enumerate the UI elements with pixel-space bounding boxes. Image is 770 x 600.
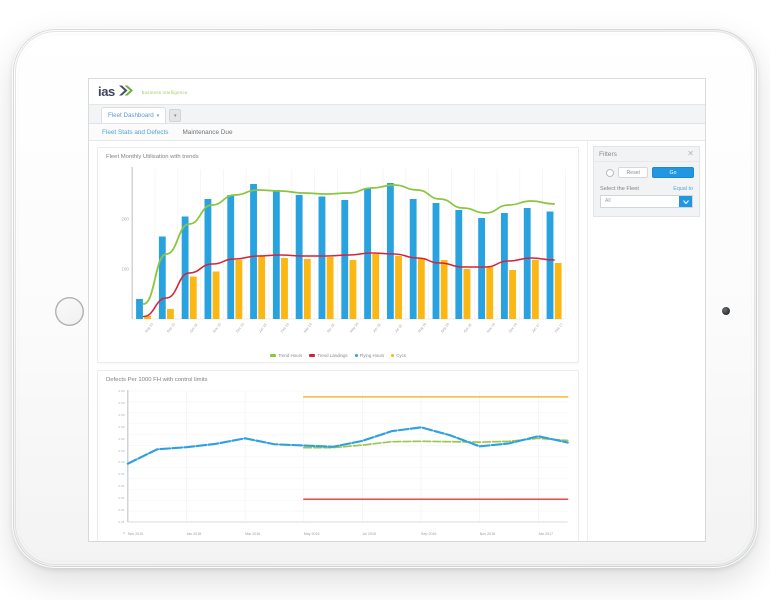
- chart2-x-tick: Mar 2016: [245, 532, 261, 536]
- legend-item-trend-hours[interactable]: Trend Hours: [269, 353, 303, 358]
- legend-item-cycs[interactable]: Cycs: [391, 353, 406, 358]
- home-button[interactable]: [55, 297, 84, 326]
- legend-swatch-trend-landings: [309, 354, 316, 357]
- chart1-legend: Trend Hours Trend Landings Flying Hours: [104, 353, 572, 359]
- dashboard-dropdown-button[interactable]: ▾: [169, 109, 182, 122]
- chart2-title: Defects Per 1000 FH with control limits: [106, 377, 208, 383]
- tab-maintenance-due[interactable]: Maintenance Due: [182, 128, 233, 136]
- chart2-y-tick: 0.01: [118, 507, 125, 512]
- filters-header: Filters ✕: [594, 147, 699, 162]
- chevron-down-icon-secondary: ▾: [174, 112, 177, 119]
- close-icon[interactable]: ✕: [687, 149, 694, 158]
- app-header: ias business intelligence: [89, 79, 705, 105]
- legend-label-flying-hours: Flying Hours: [359, 353, 385, 358]
- legend-swatch-flying-hours: [354, 354, 358, 357]
- chart2-y-tick: 0.01: [118, 472, 125, 477]
- chart2-y-tick: 0.02: [118, 448, 125, 453]
- charts-column: Fleet Monthly Utilisation with trends 10…: [89, 141, 587, 541]
- legend-item-trend-landings[interactable]: Trend Landings: [309, 353, 348, 358]
- chart2-x-tick: Nov 2016: [479, 532, 496, 536]
- dashboard-selector-label: Fleet Dashboard: [108, 112, 154, 119]
- fleet-filter-label: Select the Fleet: [600, 186, 639, 192]
- chart1-x-tick: Jul 16: [394, 323, 404, 334]
- circle-icon[interactable]: [606, 168, 615, 177]
- chart2-x-tick: May 2016: [303, 532, 320, 536]
- chart1-x-axis-labels: Aug 15 Sep 15 Oct 15 Nov 15 Dec 15 Jan 16 Feb …: [104, 322, 572, 352]
- chart2-y-tick: 0.03: [118, 389, 125, 394]
- reset-button[interactable]: Reset: [618, 167, 648, 178]
- chart-defects-control[interactable]: 0.03 0.03 0.03 0.02 0.02 0.02 0.02 0.01 0.01 0.01…: [104, 386, 572, 540]
- dashboard-selector[interactable]: Fleet Dashboard ▾: [101, 107, 167, 123]
- chart2-x-tick: Nov 2015: [127, 532, 144, 536]
- chart2-x-tick: Jul 2016: [362, 532, 376, 536]
- filters-title: Filters: [599, 150, 617, 158]
- legend-label-trend-landings: Trend Landings: [317, 353, 348, 358]
- logo-wordmark: ias: [98, 84, 115, 99]
- panel-defects-per-1000fh: Defects Per 1000 FH with control limits …: [97, 370, 579, 541]
- brand-tagline: business intelligence: [141, 90, 188, 95]
- dashboard-body: Fleet Monthly Utilisation with trends 10…: [89, 141, 705, 541]
- fleet-filter-row: Select the Fleet Equal to: [600, 186, 693, 192]
- go-button[interactable]: Go: [652, 167, 694, 178]
- filters-rail: Filters ✕ Reset Go Select the Fleet Equa…: [587, 141, 705, 541]
- legend-swatch-cycs: [391, 354, 395, 357]
- chevron-down-icon-select[interactable]: [679, 196, 692, 207]
- panel-fleet-utilisation: Fleet Monthly Utilisation with trends 10…: [97, 147, 579, 363]
- chart2-x-axis-labels: Nov 2015 Jan 2016 Mar 2016 May 2016 Jul 2016…: [104, 531, 572, 540]
- chart2-x-tick: Jan 2017: [538, 532, 554, 536]
- chart2-y-tick: 0.01: [118, 519, 125, 524]
- filters-panel: Filters ✕ Reset Go Select the Fleet Equa…: [593, 146, 700, 217]
- fleet-select[interactable]: All: [600, 195, 693, 208]
- chart2-y-tick: 0.02: [118, 424, 125, 429]
- svg-text:100: 100: [121, 267, 129, 272]
- svg-text:200: 200: [121, 217, 129, 222]
- chart1-title: Fleet Monthly Utilisation with trends: [106, 154, 199, 160]
- chart2-y-tick: 0.01: [118, 495, 125, 500]
- chart2-y-tick: 0.03: [118, 413, 125, 418]
- chart2-y-axis-labels: 0.03 0.03 0.03 0.02 0.02 0.02 0.02 0.01 0.01 0.01…: [104, 386, 128, 535]
- chart2-x-tick: Jan 2016: [186, 532, 202, 536]
- chevron-logo-icon: [118, 85, 133, 96]
- tab-fleet-stats-and-defects[interactable]: Fleet Stats and Defects: [102, 128, 169, 136]
- filters-body: Select the Fleet Equal to All: [594, 182, 699, 216]
- chart2-x-tick: Sep 2016: [421, 532, 437, 536]
- brand-logo[interactable]: ias business intelligence: [98, 85, 188, 98]
- front-camera-icon: [722, 307, 730, 315]
- legend-label-cycs: Cycs: [396, 353, 407, 358]
- chart2-y-tick: 0.02: [118, 436, 125, 441]
- fleet-select-value: All: [605, 198, 611, 204]
- ipad-device-frame: ias business intelligence Fleet Dashboar…: [12, 28, 758, 568]
- chart-fleet-utilisation[interactable]: 100 200 Aug 15 Sep 15 Oct 15 Nov 15 Dec 15 Jan…: [104, 163, 572, 352]
- chevron-down-icon: ▾: [156, 112, 160, 119]
- chart2-y-tick: 0.03: [118, 401, 125, 406]
- fleet-filter-operator[interactable]: Equal to: [673, 186, 693, 192]
- chart2-y-tick: 0.01: [118, 484, 125, 489]
- chart2-y-tick: 0: [122, 531, 125, 536]
- filters-actions: Reset Go: [594, 162, 699, 182]
- chart2-y-tick: 0.02: [118, 460, 125, 465]
- legend-swatch-trend-hours: [269, 354, 276, 357]
- legend-label-trend-hours: Trend Hours: [277, 353, 303, 358]
- app-screen: ias business intelligence Fleet Dashboar…: [89, 79, 705, 541]
- page-tabs: Fleet Stats and Defects Maintenance Due: [89, 124, 705, 141]
- legend-item-flying-hours[interactable]: Flying Hours: [354, 353, 385, 358]
- dashboard-selector-bar: Fleet Dashboard ▾ ▾: [89, 105, 705, 124]
